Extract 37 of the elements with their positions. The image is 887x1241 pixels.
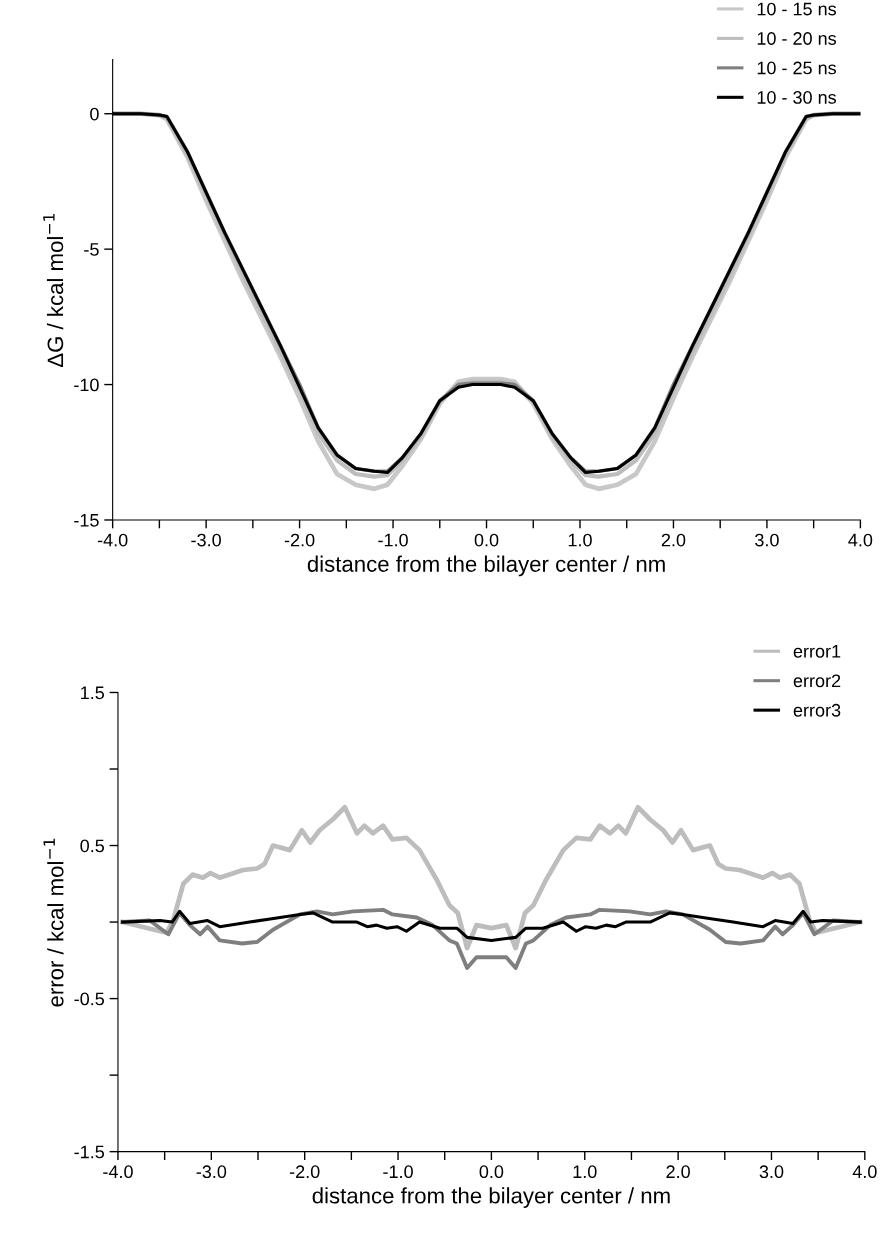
x-tick-label: 1.0 bbox=[568, 533, 592, 547]
x-tick-label: -3.0 bbox=[196, 1165, 227, 1179]
y-tick-label: 0 bbox=[90, 107, 99, 121]
y-tick-label: 1.5 bbox=[81, 686, 105, 700]
y-tick-label: -5 bbox=[84, 243, 99, 256]
legend-label: error3 bbox=[793, 703, 841, 717]
legend-label: error2 bbox=[793, 674, 841, 688]
x-tick-label: -4.0 bbox=[103, 1165, 133, 1179]
x-tick-label: 0.0 bbox=[479, 1165, 504, 1179]
x-tick-label: 0.0 bbox=[474, 533, 499, 547]
x-tick-label: -1.0 bbox=[383, 1165, 413, 1179]
x-tick-label: 4.0 bbox=[848, 533, 873, 547]
y-tick-label: -0.5 bbox=[74, 992, 105, 1006]
x-tick-label: 3.0 bbox=[755, 533, 779, 547]
x-tick-label: 2.0 bbox=[661, 533, 686, 547]
y-axis-title: error / kcal mol$^{−1}$ bbox=[43, 838, 64, 1007]
x-tick-label: -2.0 bbox=[289, 1165, 320, 1179]
y-tick-label: -15 bbox=[74, 514, 99, 527]
x-tick-label: 1.0 bbox=[573, 1165, 597, 1179]
x-axis-title: distance from the bilayer center / nm bbox=[307, 555, 665, 577]
y-axis-title: ΔG / kcal mol$^{−1}$ bbox=[43, 213, 64, 368]
x-tick-label: -1.0 bbox=[378, 533, 408, 547]
x-tick-label: -4.0 bbox=[97, 533, 128, 547]
y-tick-label: -10 bbox=[74, 378, 99, 392]
x-tick-label: 4.0 bbox=[852, 1165, 877, 1179]
legend-label: 10 - 30 ns bbox=[757, 91, 837, 104]
x-tick-label: 3.0 bbox=[759, 1165, 784, 1179]
x-axis-title: distance from the bilayer center / nm bbox=[312, 1187, 670, 1208]
x-tick-label: -2.0 bbox=[284, 533, 315, 547]
x-tick-label: -3.0 bbox=[191, 533, 221, 547]
y-tick-label: 0.5 bbox=[80, 839, 105, 853]
legend-label: 10 - 25 ns bbox=[757, 61, 837, 75]
legend-label: 10 - 20 ns bbox=[757, 32, 837, 45]
x-tick-label: 2.0 bbox=[666, 1165, 690, 1179]
y-tick-label: -1.5 bbox=[74, 1145, 105, 1159]
legend-label: 10 - 15 ns bbox=[757, 2, 837, 16]
legend-label: error1 bbox=[793, 645, 841, 658]
